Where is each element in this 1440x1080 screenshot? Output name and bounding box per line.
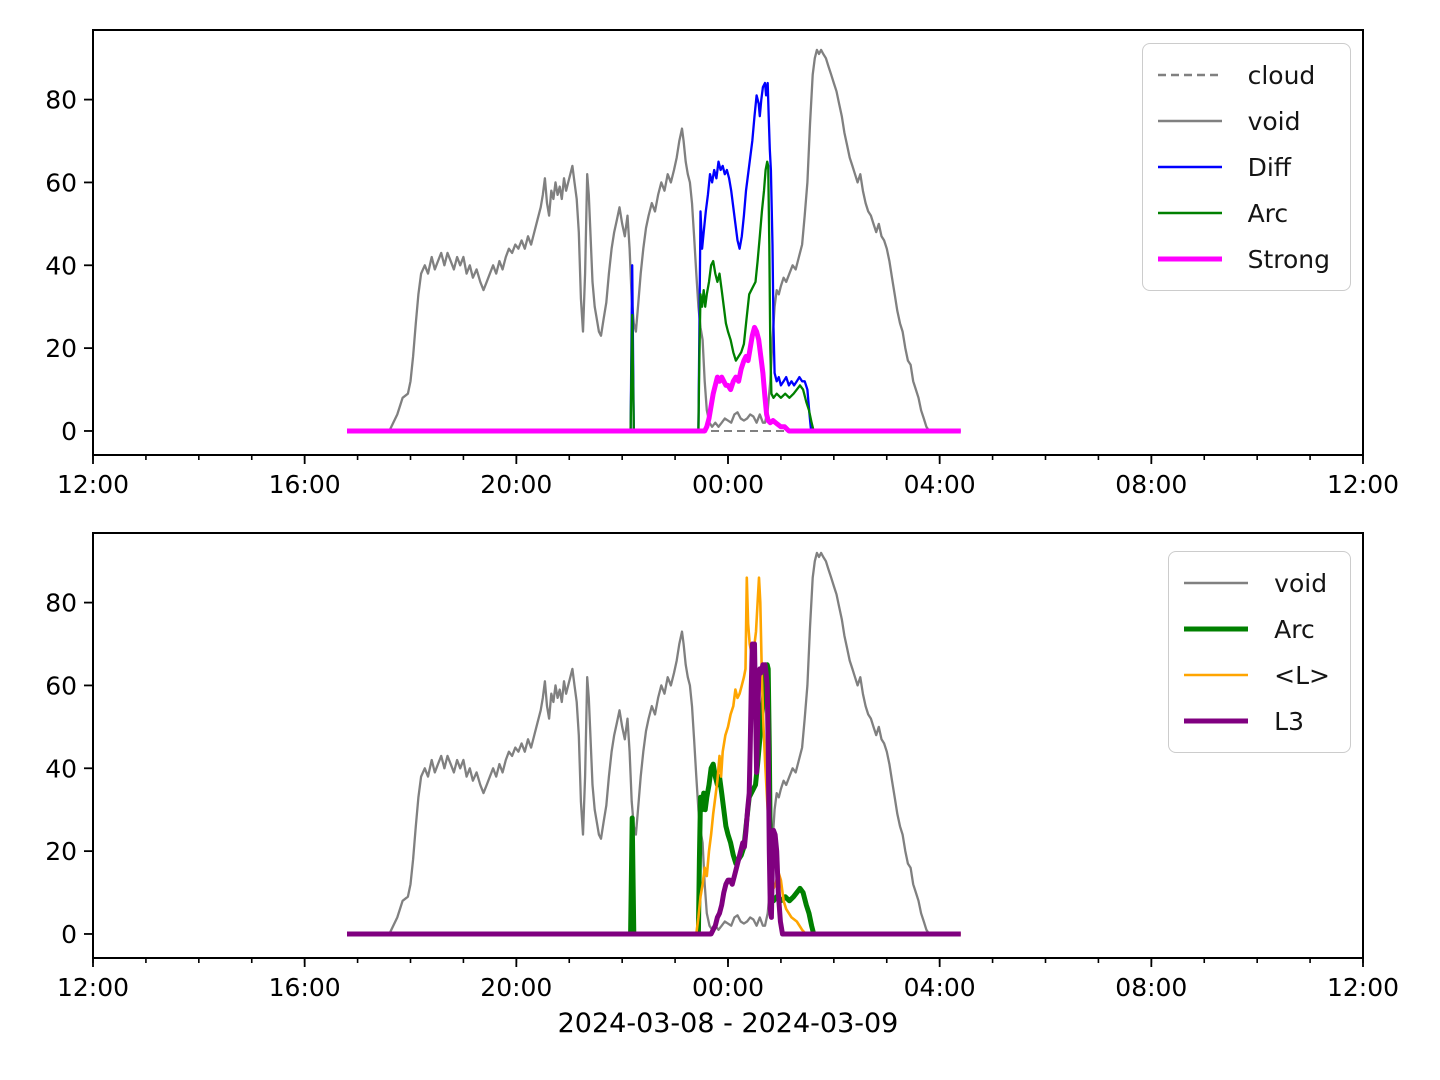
legend-sample-void	[1157, 119, 1222, 123]
x-tick-label: 00:00	[692, 470, 764, 499]
x-tick-label: 16:00	[269, 973, 341, 1002]
series-arc-line	[347, 160, 815, 433]
legend-item-cloud: cloud	[1157, 52, 1330, 98]
series-l3-line	[347, 641, 961, 937]
legend-item-arc: Arc	[1157, 190, 1330, 236]
top-plot-svg: 12:00 16:00 20:00 00:00 04:00 08:00 12:00 0 20 40…	[45, 29, 1399, 499]
legend-label-l_angle: <L>	[1274, 660, 1330, 690]
x-axis-label: 2024-03-08 - 2024-03-09	[557, 1008, 899, 1039]
y-tick-label: 20	[45, 837, 77, 866]
series-strong-line	[347, 324, 961, 434]
legend-sample-l3	[1184, 718, 1249, 724]
x-tick-label: 20:00	[480, 973, 552, 1002]
legend-item-void: void	[1183, 560, 1330, 606]
legend-label-arc: Arc	[1274, 614, 1315, 644]
legend-sample-strong	[1157, 256, 1222, 262]
y-tick-label: 40	[45, 754, 77, 783]
plot-frame	[92, 532, 1364, 959]
legend-item-void: void	[1157, 98, 1330, 144]
series-void-line	[347, 551, 931, 936]
top-chart: 12:00 16:00 20:00 00:00 04:00 08:00 12:00 0 20 40…	[45, 29, 1399, 499]
x-tick-label: 12:00	[1327, 973, 1399, 1002]
legend-label-void: void	[1247, 106, 1301, 136]
y-tick-label: 0	[61, 920, 77, 949]
legend-item-diff: Diff	[1157, 144, 1330, 190]
x-tick-label: 04:00	[904, 470, 976, 499]
x-tick-label: 00:00	[692, 973, 764, 1002]
legend-sample-cloud	[1157, 73, 1222, 77]
x-tick-label: 08:00	[1115, 973, 1187, 1002]
plot-frame	[92, 29, 1364, 456]
legend-label-strong: Strong	[1247, 244, 1330, 274]
legend-sample-diff	[1157, 165, 1222, 169]
legend-sample-arc	[1157, 211, 1222, 215]
top-legend: cloud void Diff Arc Strong	[1141, 43, 1351, 291]
bottom-chart: 12:00 16:00 20:00 00:00 04:00 08:00 12:00 0 20 40…	[45, 532, 1399, 1002]
legend-sample-l_angle	[1184, 673, 1249, 677]
series-diff-line	[347, 81, 813, 433]
legend-label-l3: L3	[1274, 706, 1305, 736]
series-void-line	[347, 48, 931, 433]
legend-label-diff: Diff	[1247, 152, 1291, 182]
legend-item-l_angle: <L>	[1183, 652, 1330, 698]
y-tick-label: 60	[45, 671, 77, 700]
x-tick-label: 20:00	[480, 470, 552, 499]
legend-sample-arc	[1184, 626, 1249, 632]
x-tick-label: 12:00	[1327, 470, 1399, 499]
x-tick-label: 12:00	[57, 973, 129, 1002]
legend-sample-void	[1184, 581, 1249, 585]
y-tick-label: 60	[45, 168, 77, 197]
y-tick-label: 20	[45, 334, 77, 363]
bottom-legend: void Arc <L> L3	[1168, 551, 1351, 753]
legend-item-arc: Arc	[1183, 606, 1330, 652]
bottom-plot-svg: 12:00 16:00 20:00 00:00 04:00 08:00 12:00 0 20 40…	[45, 532, 1399, 1002]
y-tick-label: 0	[61, 417, 77, 446]
y-tick-label: 80	[45, 86, 77, 115]
x-tick-label: 04:00	[904, 973, 976, 1002]
legend-label-void: void	[1274, 568, 1328, 598]
legend-label-cloud: cloud	[1247, 60, 1316, 90]
y-tick-label: 40	[45, 251, 77, 280]
series-l_angle-line	[347, 576, 961, 936]
legend-item-l3: L3	[1183, 698, 1330, 744]
legend-item-strong: Strong	[1157, 236, 1330, 282]
x-tick-label: 16:00	[269, 470, 341, 499]
x-tick-label: 12:00	[57, 470, 129, 499]
x-tick-label: 08:00	[1115, 470, 1187, 499]
y-tick-label: 80	[45, 589, 77, 618]
legend-label-arc: Arc	[1247, 198, 1289, 228]
